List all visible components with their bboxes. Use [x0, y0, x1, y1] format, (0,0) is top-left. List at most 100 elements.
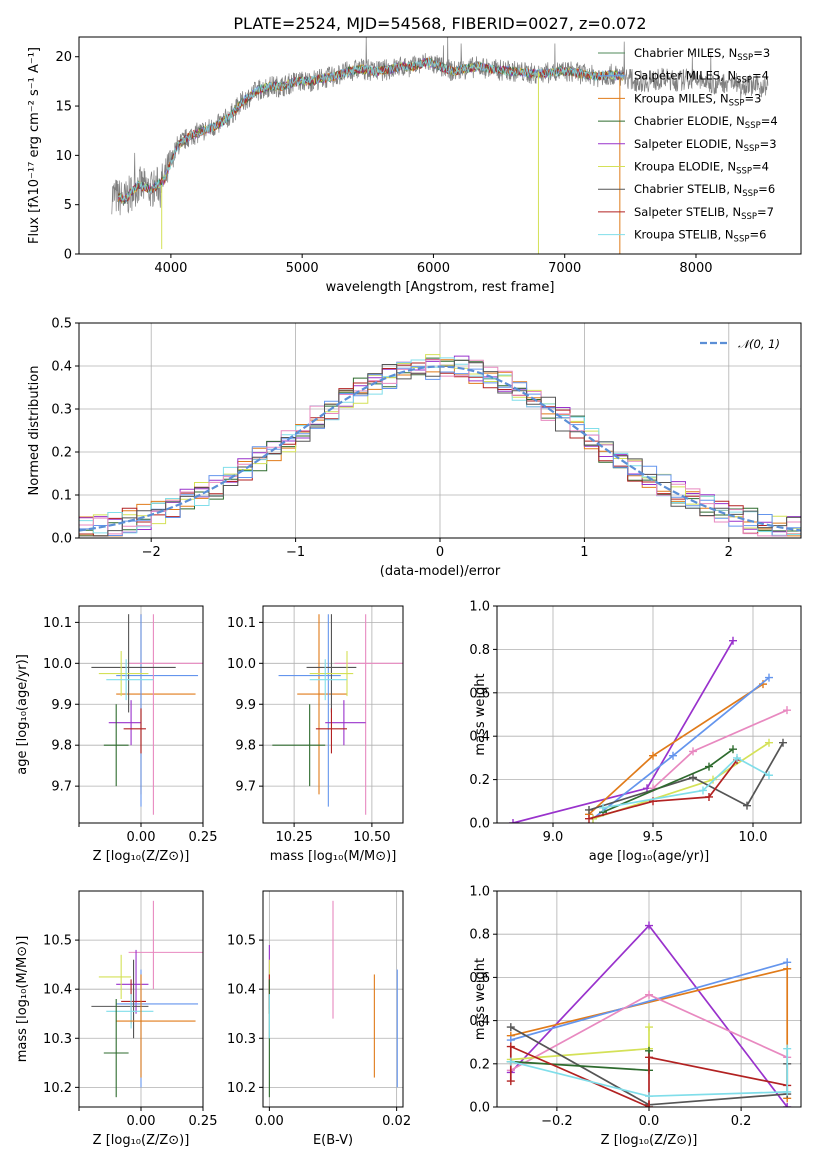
y-tick-label: 9.8	[51, 739, 72, 754]
x-tick-label: 0.25	[189, 1114, 218, 1129]
weight-marker	[645, 1092, 653, 1101]
y-tick-label: 0.1	[51, 489, 72, 504]
legend-entry: Chabrier ELODIE, NSSP=4	[634, 114, 778, 131]
legend-nssp: 4	[762, 160, 769, 174]
legend-entry: Chabrier STELIB, NSSP=6	[634, 182, 775, 199]
y-tick-label: 10.2	[227, 1081, 256, 1096]
errorbar-chabrier-stelib	[306, 614, 357, 713]
legend-sep: , N	[728, 137, 744, 151]
legend-sep: , N	[726, 182, 742, 196]
y-tick-label: 0.8	[469, 928, 490, 943]
legend-eq: =	[752, 160, 762, 174]
y-tick-label: 20	[55, 50, 72, 65]
errorbar-kroupa-stelib	[106, 659, 154, 701]
x-tick-label: 2	[725, 545, 733, 560]
weight-line	[652, 709, 788, 789]
weight-marker	[765, 673, 773, 682]
weight-marker	[645, 990, 653, 999]
y-tick-label: 10	[55, 149, 72, 164]
errorbar-chabrier-elodie	[103, 704, 129, 787]
model-trace-kroupa-stelib	[118, 58, 624, 202]
weight-marker	[699, 786, 707, 795]
x-tick-label: 10.50	[353, 830, 390, 845]
weight-marker	[645, 1103, 653, 1107]
x-tick-label: 8000	[679, 261, 712, 276]
panel-spectrum: 4000 5000 6000 7000 8000 0 5 10 15 20 wavelength […	[27, 36, 802, 295]
weight-marker	[765, 771, 773, 780]
legend-nssp: 3	[754, 91, 761, 105]
legend-nssp: 3	[763, 46, 770, 60]
x-axis-label: wavelength [Angstrom, rest frame]	[326, 280, 555, 295]
legend-sep: , N	[725, 205, 741, 219]
errorbar-kroupa-elodie	[98, 954, 132, 999]
y-tick-label: 10.0	[43, 657, 72, 672]
weight-marker	[743, 801, 751, 810]
errorbar-chabrier-stelib	[91, 614, 176, 713]
weight-marker	[645, 1023, 653, 1032]
errorbar-chabrier-elodie	[103, 999, 129, 1098]
legend-eq: =	[761, 114, 771, 128]
legend-sub: SSP	[729, 98, 745, 108]
legend-name: Salpeter MILES	[634, 69, 720, 83]
y-axis-label: age [log₁₀(age/yr)]	[15, 654, 30, 775]
weight-series-salpeter-miles	[589, 673, 773, 823]
y-tick-label: 10.3	[227, 1032, 256, 1047]
x-tick-label: −0.2	[541, 1114, 573, 1129]
weight-marker	[705, 762, 713, 771]
y-tick-label: 0.0	[469, 817, 490, 832]
weight-marker	[729, 636, 737, 645]
x-axis-label: Z [log₁₀(Z/Z⊙)]	[601, 1133, 698, 1148]
weight-marker	[783, 1087, 792, 1096]
x-tick-label: −1	[286, 545, 305, 560]
axes-frame	[262, 605, 404, 824]
y-tick-label: 9.8	[235, 739, 256, 754]
weight-series-chabrier-stelib	[585, 738, 787, 814]
x-tick-label: 0.00	[127, 830, 156, 845]
x-tick-label: 4000	[154, 261, 187, 276]
plot-area	[111, 37, 769, 254]
y-axis-label: Flux [fλ10⁻¹⁷ erg cm⁻² s⁻¹ A⁻¹]	[27, 47, 42, 244]
y-tick-label: 10.4	[43, 983, 72, 998]
y-tick-label: 0.2	[469, 1057, 490, 1072]
weight-series-kroupa-elodie	[506, 1023, 653, 1064]
x-tick-label: 0.00	[127, 1114, 156, 1129]
errorbar-salpeter-miles	[116, 969, 199, 1088]
errorbar-kroupa-miles	[116, 974, 196, 1078]
legend-sub: SSP	[734, 235, 750, 245]
weight-marker	[783, 1044, 792, 1053]
y-tick-label: 9.7	[235, 780, 256, 795]
legend-nssp: 3	[769, 137, 776, 151]
weight-marker	[765, 738, 773, 747]
legend-eq: =	[758, 182, 768, 196]
plot-area	[91, 614, 203, 815]
y-tick-label: 0.0	[51, 532, 72, 547]
plot-area	[509, 636, 791, 823]
plot-area	[272, 614, 403, 815]
y-tick-label: 0.5	[51, 317, 72, 332]
weight-marker	[506, 1042, 515, 1051]
legend-sub: SSP	[742, 189, 758, 199]
errorbar-salpeter-elodie	[108, 700, 141, 746]
errorbar-chabrier-stelib	[91, 959, 149, 1039]
legend-entry: Salpeter STELIB, NSSP=7	[634, 205, 774, 222]
x-tick-label: 0.02	[382, 1114, 411, 1129]
errorbar-chabrier-elodie	[272, 704, 326, 787]
legend-nssp: 6	[759, 228, 766, 242]
legend-label: 𝒩(0, 1)	[738, 337, 780, 351]
panel-mass-vs-Z: 0.00 0.25 10.2 10.3 10.4 10.5 Z [log₁₀(Z/Z⊙)] m…	[15, 890, 218, 1148]
y-tick-label: 0	[64, 248, 72, 263]
panel-residuals: −2 −1 0 1 2 0.0 0.1 0.2 0.3 0.4 0.5 (data-model)/er…	[27, 317, 802, 579]
panel-age-vs-Z: 0.00 0.25 9.7 9.8 9.9 10.0 10.1 Z [log₁₀(Z/Z⊙)]…	[15, 605, 217, 864]
legend-eq: =	[744, 91, 754, 105]
x-tick-label: 6000	[417, 261, 450, 276]
y-axis-label: mass [log₁₀(M/M⊙)]	[15, 936, 30, 1063]
y-tick-label: 5	[64, 198, 72, 213]
legend-sub: SSP	[736, 76, 752, 86]
x-axis-label: Z [log₁₀(Z/Z⊙)]	[93, 1133, 190, 1148]
legend-nssp: 4	[770, 114, 777, 128]
weight-line	[602, 756, 770, 809]
y-tick-label: 0.4	[469, 1014, 490, 1029]
x-axis-label: E(B-V)	[313, 1133, 353, 1148]
y-tick-label: 9.9	[235, 698, 256, 713]
panel-age-vs-mass: 10.25 10.50 9.7 9.8 9.9 10.0 10.1 mass [log₁₀(M…	[227, 605, 404, 864]
